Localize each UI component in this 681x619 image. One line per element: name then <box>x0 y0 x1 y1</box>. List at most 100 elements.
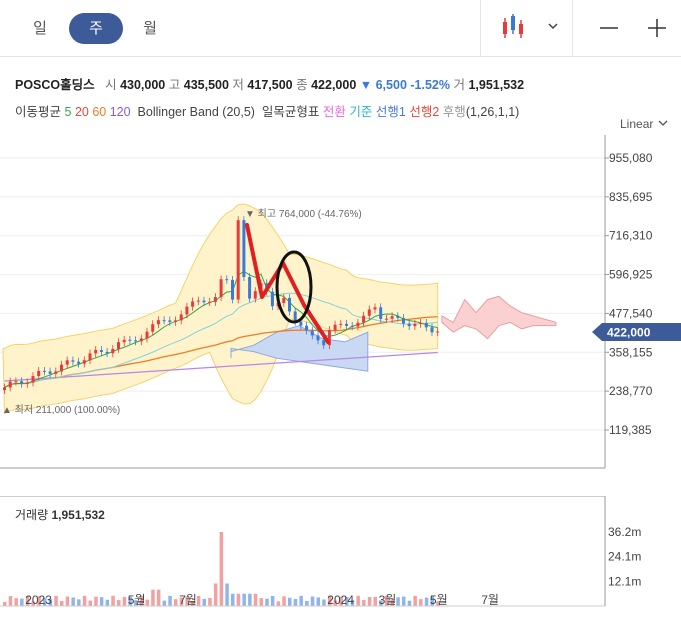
volume-bar <box>37 596 41 606</box>
volume-bar <box>265 598 269 606</box>
period-low-annotation: ▲ 최저 211,000 (100.00%) <box>2 404 120 416</box>
current-price-tag: 422,000 <box>592 323 681 341</box>
candle <box>248 277 252 299</box>
candle <box>208 301 212 303</box>
candle <box>139 338 143 342</box>
volume-bar <box>367 597 372 606</box>
tab-month[interactable]: 월 <box>143 20 157 37</box>
x-tick-label: 5월 <box>128 593 146 607</box>
candle <box>65 360 69 365</box>
candle <box>350 325 354 327</box>
candle <box>430 327 434 333</box>
volume-bar <box>419 599 423 606</box>
candle <box>322 340 326 346</box>
candle <box>367 309 371 316</box>
volume-bar <box>185 596 189 606</box>
volume-bar <box>60 600 64 606</box>
scale-mode-label: Linear <box>620 117 654 131</box>
volume-bar <box>105 599 110 606</box>
candle <box>231 279 234 300</box>
price-chart[interactable]: ▼ 최고 764,000 (-44.76%) ▲ 최저 211,000 (100… <box>0 135 681 475</box>
ichimoku-span1-label: 선행1 <box>375 105 406 119</box>
volume-bar <box>396 597 400 606</box>
candle <box>145 331 149 339</box>
ichimoku-conversion-label: 전환 <box>322 105 346 119</box>
volume-bar <box>299 595 303 606</box>
volume-bar <box>225 583 229 606</box>
candle <box>88 353 92 361</box>
candle <box>117 342 120 349</box>
period-tabs: 일 주 월 <box>0 0 681 57</box>
candle <box>105 351 109 354</box>
volume-bar <box>128 596 132 606</box>
volume-bar <box>356 595 360 606</box>
ma60-label: 60 <box>92 105 107 119</box>
y-tick-label: 477,540 <box>609 306 653 320</box>
candle <box>162 320 166 322</box>
y-tick-label: 835,695 <box>609 190 653 204</box>
ma-label: 이동평균 <box>15 105 62 119</box>
candle <box>407 323 411 327</box>
candle <box>327 330 331 346</box>
volume-bar <box>191 601 195 606</box>
chevron-down-icon <box>548 23 558 30</box>
candle <box>213 297 217 302</box>
candle <box>288 297 291 312</box>
volume-bar <box>8 596 13 606</box>
scale-mode-toggle[interactable]: Linear <box>620 117 669 131</box>
volume-bar <box>77 599 81 606</box>
volume-bar <box>424 597 429 606</box>
tab-week[interactable]: 주 <box>69 13 123 44</box>
y-tick-label: 955,080 <box>609 151 653 165</box>
candle <box>8 381 12 388</box>
ma20-line <box>4 292 438 388</box>
volume-bar <box>202 598 206 606</box>
candle <box>253 291 257 299</box>
candle <box>219 279 223 298</box>
volume-chart[interactable]: 36.2m 24.1m 12.1m 2023 5월 7월 2024 3월 5월 7월 <box>0 496 681 619</box>
bollinger-label: Bollinger Band (20,5) <box>137 105 255 119</box>
change-value: ▼ 6,500 -1.52% <box>359 78 450 92</box>
volume-tick-label: 36.2m <box>608 525 641 539</box>
volume-bar <box>259 598 263 606</box>
volume-bar <box>316 597 320 606</box>
ma120-line <box>4 351 438 382</box>
volume-bar <box>384 595 389 606</box>
candle <box>316 335 320 341</box>
quote-summary: POSCO홀딩스 시 430,000 고 435,500 저 417,500 종… <box>15 74 524 93</box>
candle <box>20 381 24 384</box>
volume-bar <box>88 600 92 606</box>
candle <box>390 316 394 319</box>
volume-bar <box>54 595 58 606</box>
candle <box>71 360 75 362</box>
volume-bar <box>288 597 292 606</box>
candle <box>270 291 274 307</box>
candle <box>310 330 314 336</box>
volume-bar <box>293 599 298 606</box>
volume-bar <box>179 597 184 606</box>
close-label: 종 <box>296 78 308 92</box>
candle <box>128 339 132 341</box>
volume-bar <box>242 593 246 606</box>
volume-bar <box>362 599 366 606</box>
candle <box>402 317 405 324</box>
volume-bar <box>94 596 98 606</box>
ma20-label: 20 <box>74 105 89 119</box>
candle <box>242 220 246 278</box>
volume-bar <box>231 593 235 606</box>
volume-bar <box>156 589 161 606</box>
chevron-down-icon <box>658 120 668 126</box>
volume-bar <box>310 596 315 606</box>
tab-day[interactable]: 일 <box>33 20 47 37</box>
high-label: 고 <box>168 78 181 92</box>
y-tick-label: 119,385 <box>609 423 652 437</box>
volume-bar <box>413 595 417 606</box>
minus-icon[interactable] <box>599 18 619 38</box>
volume-bar <box>430 596 434 606</box>
indicator-legend[interactable]: 이동평균 5 20 60 120 Bollinger Band (20,5) 일… <box>15 101 519 120</box>
volume-bar <box>276 601 281 606</box>
plus-icon[interactable] <box>647 18 667 38</box>
volume-bar <box>379 600 383 606</box>
volume-bar <box>122 596 127 606</box>
chart-type-selector[interactable] <box>480 0 573 56</box>
